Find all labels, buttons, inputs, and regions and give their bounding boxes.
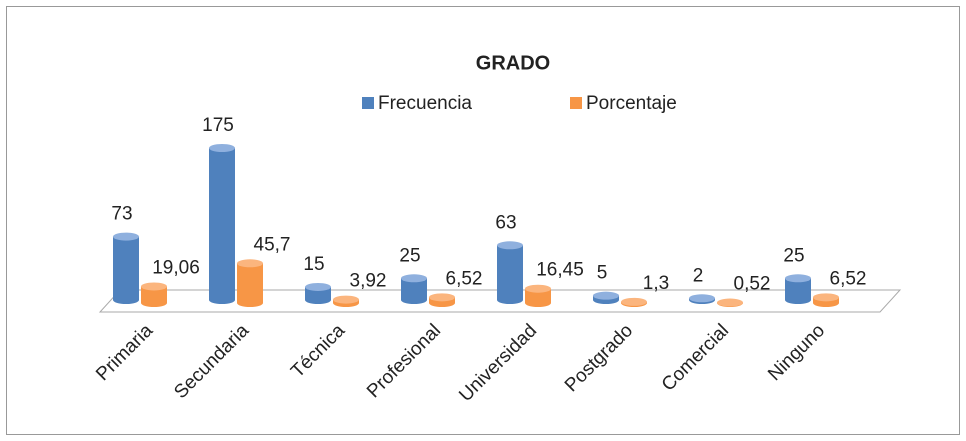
data-label: 6,52 — [446, 268, 483, 289]
bar — [209, 148, 235, 304]
data-label: 25 — [783, 245, 804, 266]
data-label: 63 — [495, 212, 516, 233]
data-label: 16,45 — [536, 260, 584, 281]
bar-cap — [113, 232, 139, 241]
bar-cap — [209, 144, 235, 152]
bar-cap — [305, 282, 331, 291]
data-label: 15 — [303, 254, 324, 275]
bar-cap — [401, 274, 427, 283]
bar-cap — [525, 284, 551, 293]
data-label: 2 — [693, 265, 704, 286]
bar — [141, 286, 167, 307]
bar-cap — [237, 259, 263, 268]
bar-cap — [717, 298, 743, 307]
data-label: 3,92 — [350, 271, 387, 292]
chart-title: GRADO — [476, 52, 550, 74]
bar-cap — [333, 295, 359, 304]
legend-swatch — [362, 97, 374, 109]
bar — [497, 245, 523, 304]
data-label: 175 — [202, 115, 234, 136]
legend-label: Porcentaje — [586, 93, 677, 114]
data-label: 19,06 — [152, 257, 200, 278]
bar — [525, 288, 551, 307]
data-label: 73 — [111, 204, 132, 225]
bar-cap — [785, 274, 811, 283]
data-label: 0,52 — [734, 274, 771, 295]
bar-cap — [593, 291, 619, 300]
bar-cap — [497, 241, 523, 250]
data-label: 6,52 — [830, 268, 867, 289]
chart-border — [6, 6, 960, 435]
bar — [401, 278, 427, 304]
data-label: 1,3 — [643, 273, 669, 294]
legend-swatch — [570, 97, 582, 109]
legend-label: Frecuencia — [378, 93, 472, 114]
data-label: 5 — [597, 263, 608, 284]
bar-cap — [689, 294, 715, 303]
bar-cap — [429, 293, 455, 302]
bar-cap — [813, 293, 839, 302]
data-label: 45,7 — [254, 234, 291, 255]
bar — [305, 286, 331, 304]
bar-cap — [141, 282, 167, 291]
bar — [237, 263, 263, 307]
bar — [113, 236, 139, 304]
bar-cap — [621, 297, 647, 306]
bar — [785, 278, 811, 304]
data-label: 25 — [399, 245, 420, 266]
